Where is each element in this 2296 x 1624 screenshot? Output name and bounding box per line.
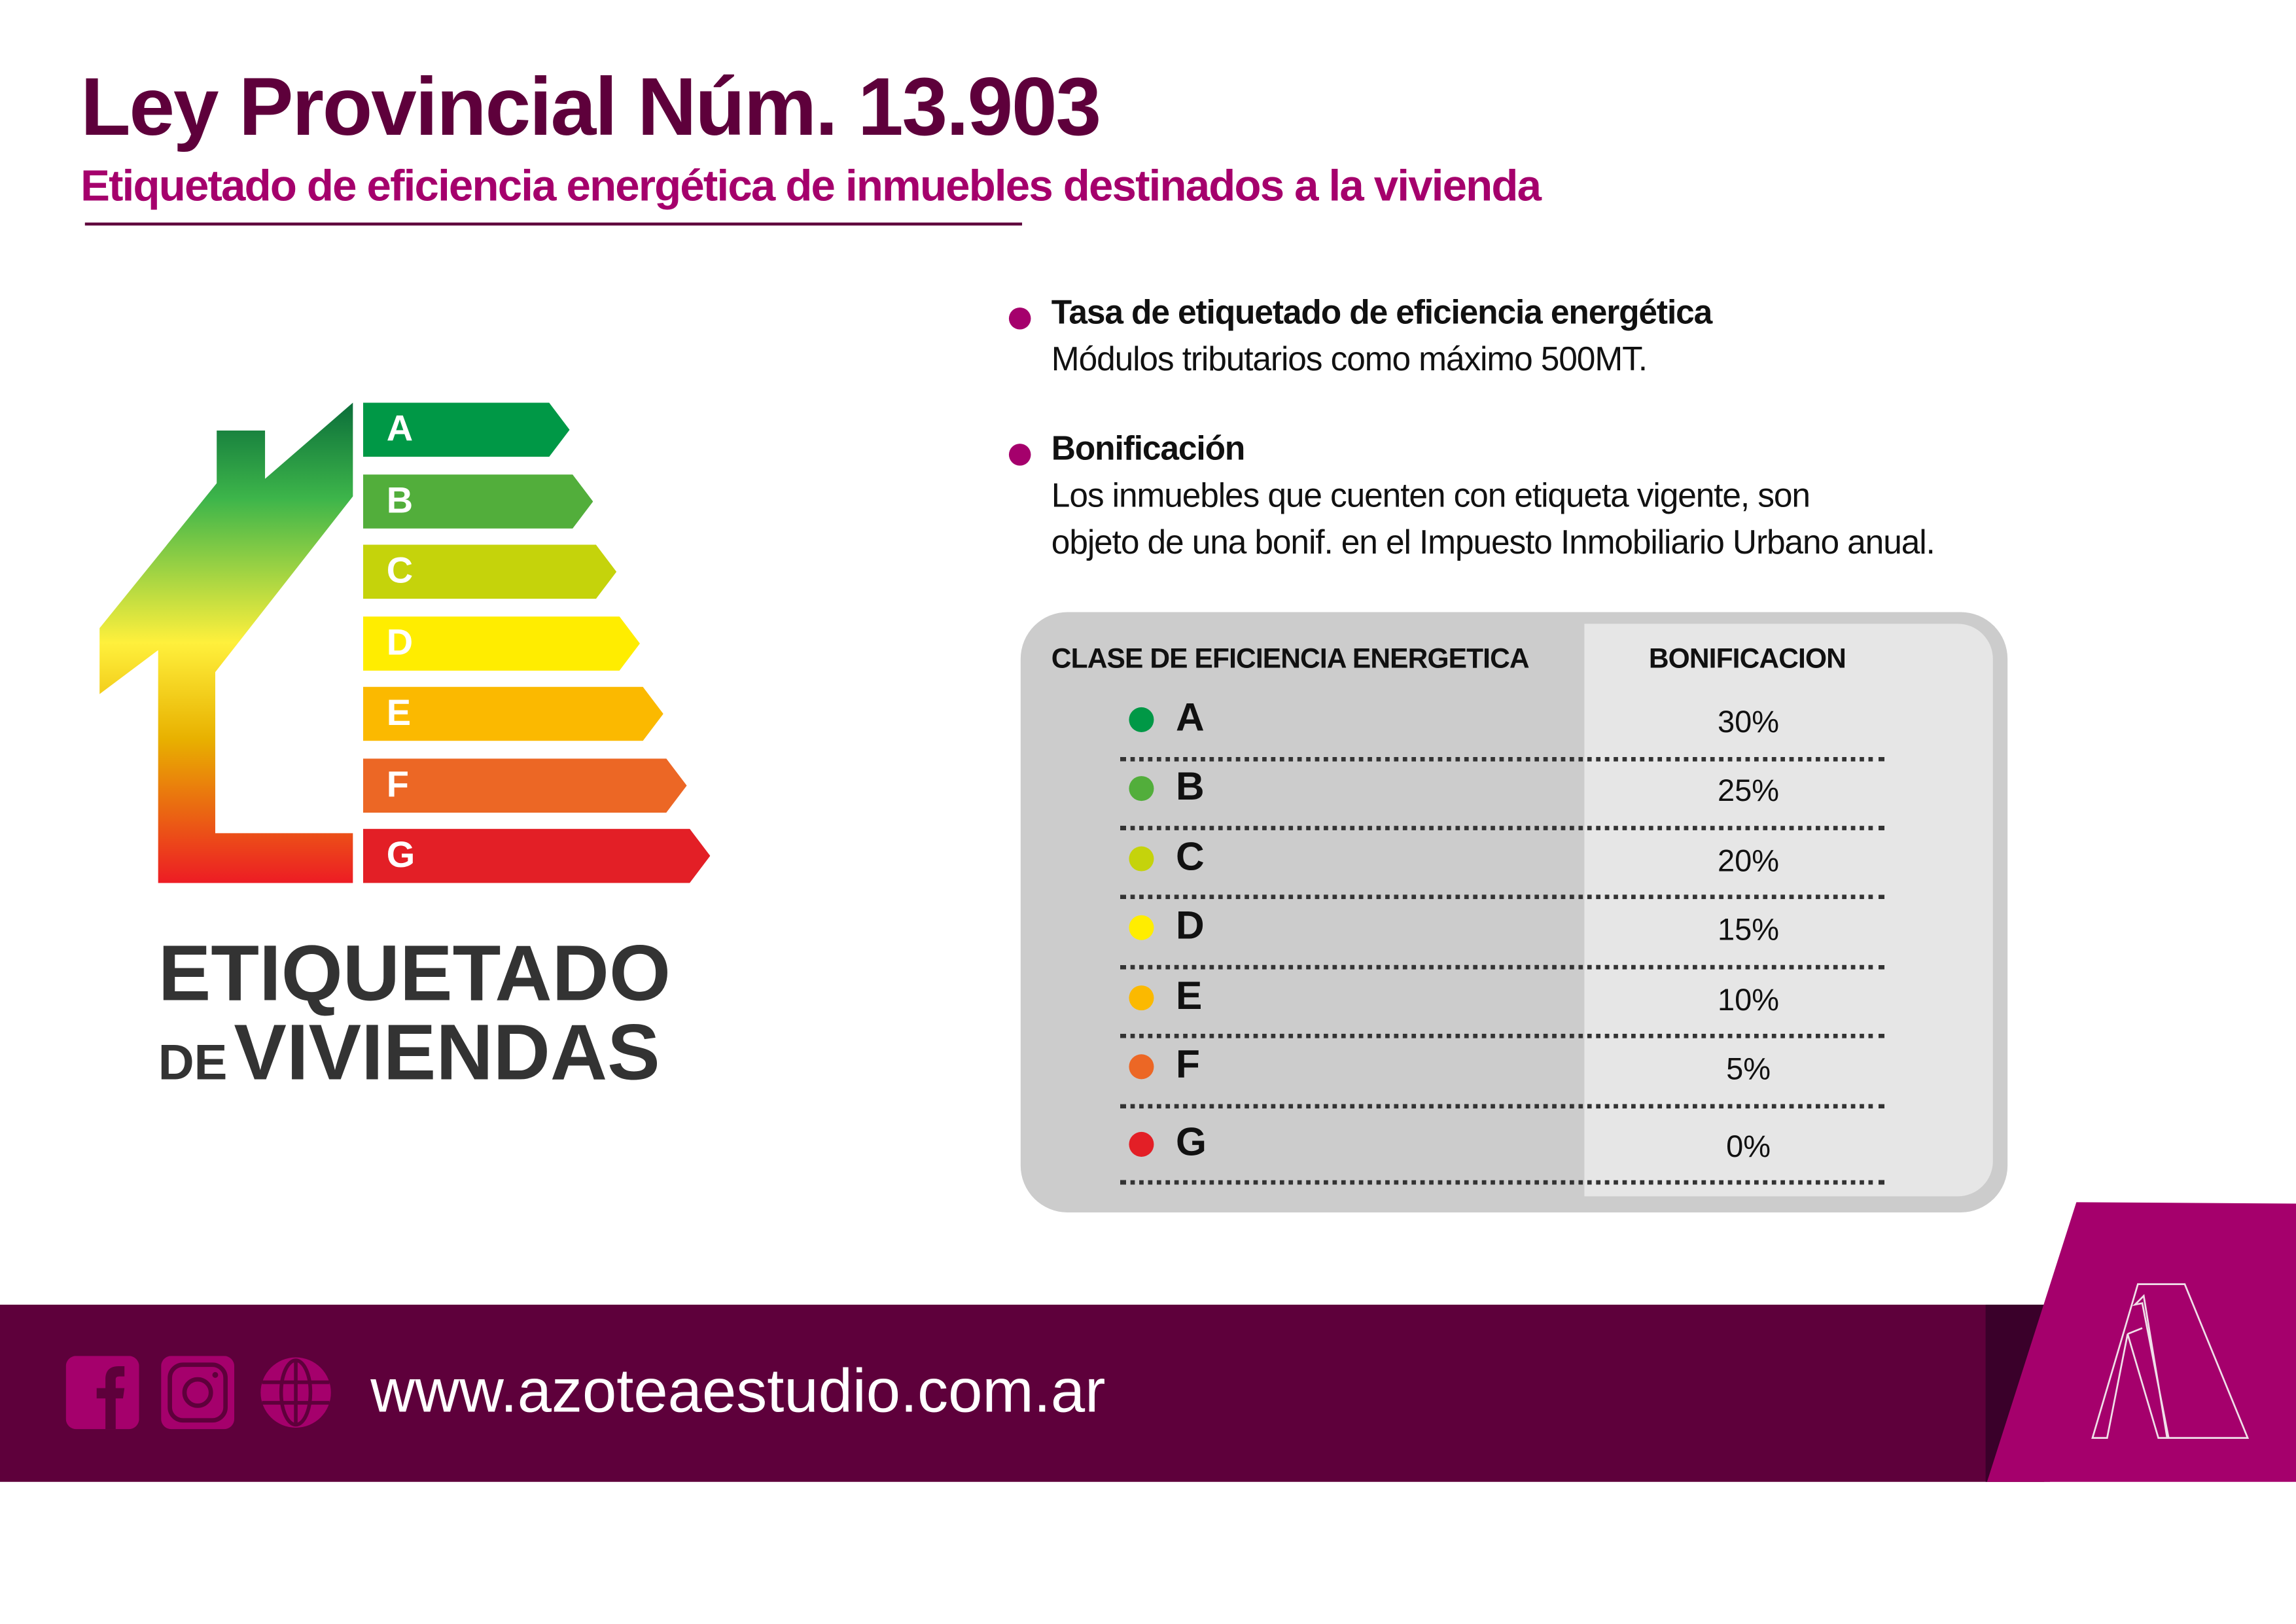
energy-class-bar-e: E [362, 686, 663, 741]
info-text: objeto de una bonif. en el Impuesto Inmo… [1051, 522, 1935, 561]
info-text: Los inmuebles que cuenten con etiqueta v… [1051, 476, 1810, 514]
bonus-value: 0% [1726, 1130, 1771, 1165]
info-heading: Tasa de etiquetado de eficiencia energét… [1051, 292, 1712, 331]
brand-de: DE [158, 1035, 228, 1091]
title-underline [84, 222, 1023, 226]
class-letter: C [1176, 834, 1205, 879]
bonus-value: 20% [1718, 845, 1780, 879]
class-letter: G [1176, 1120, 1207, 1165]
bonus-value: 25% [1718, 774, 1780, 809]
page-title: Ley Provincial Núm. 13.903 [80, 60, 1101, 152]
bullet-icon [1008, 444, 1031, 466]
bonus-value: 10% [1718, 983, 1780, 1018]
row-divider [1120, 826, 1885, 830]
row-divider [1120, 1104, 1885, 1109]
table-header-bonus: BONIFICACION [1648, 644, 1846, 675]
energy-class-bar-g: G [362, 828, 711, 883]
energy-class-bar-f: F [362, 758, 687, 813]
brand-subtitle: DE VIVIENDAS [158, 1008, 660, 1099]
bonus-value: 15% [1718, 913, 1780, 947]
bullet-icon [1008, 307, 1031, 330]
class-dot-icon [1129, 1131, 1154, 1157]
class-letter: A [1176, 696, 1205, 740]
table-header-class: CLASE DE EFICIENCIA ENERGETICA [1051, 644, 1530, 675]
class-letter: E [1176, 974, 1203, 1018]
bonus-value: 5% [1726, 1053, 1771, 1087]
row-divider [1120, 1180, 1885, 1185]
class-dot-icon [1129, 776, 1154, 802]
house-icon [99, 402, 353, 883]
facebook-icon[interactable] [65, 1356, 139, 1430]
energy-class-bar-b: B [362, 474, 593, 529]
row-divider [1120, 1033, 1885, 1038]
class-dot-icon [1129, 707, 1154, 732]
energy-class-bar-a: A [362, 402, 570, 457]
page-subtitle: Etiquetado de eficiencia energética de i… [80, 162, 1542, 211]
footer-band [0, 1304, 2051, 1482]
energy-class-bar-d: D [362, 616, 640, 671]
class-letter: D [1176, 903, 1205, 947]
class-dot-icon [1129, 915, 1154, 940]
class-dot-icon [1129, 846, 1154, 872]
info-heading: Bonificación [1051, 429, 1246, 467]
globe-icon[interactable] [259, 1356, 332, 1429]
class-letter: F [1176, 1042, 1200, 1087]
row-divider [1120, 894, 1885, 900]
class-dot-icon [1129, 985, 1154, 1011]
bonus-value: 30% [1718, 705, 1780, 740]
bonus-column-bg [1584, 624, 1993, 1197]
brand-viviendas: VIVIENDAS [234, 1008, 660, 1097]
website-link[interactable]: www.azoteaestudio.com.ar [370, 1356, 1106, 1425]
azotea-logo [1987, 1202, 2296, 1482]
instagram-icon[interactable] [161, 1356, 235, 1430]
class-letter: B [1176, 764, 1205, 809]
brand-title: ETIQUETADO [158, 930, 671, 1018]
energy-class-bar-c: C [362, 544, 617, 599]
row-divider [1120, 964, 1885, 970]
info-text: Módulos tributarios como máximo 500MT. [1051, 340, 1648, 378]
class-dot-icon [1129, 1054, 1154, 1080]
row-divider [1120, 756, 1885, 762]
